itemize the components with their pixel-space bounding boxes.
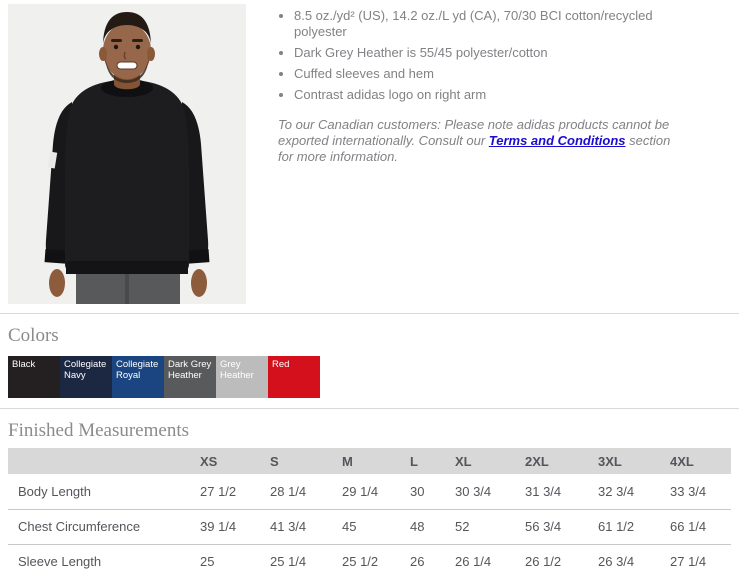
measurement-value-cell: 32 3/4: [598, 483, 635, 499]
measurement-value-cell: 25 1/4: [270, 554, 307, 570]
colors-section-title: Colors: [8, 325, 59, 346]
product-bullet-list: 8.5 oz./yd² (US), 14.2 oz./L yd (CA), 70…: [278, 8, 674, 103]
terms-and-conditions-link[interactable]: Terms and Conditions: [488, 133, 626, 148]
finished-measurements-table: XS S M L XL 2XL 3XL 4XL Body Length 27 1/2 28 1/4…: [8, 448, 731, 579]
color-swatch[interactable]: Collegiate Navy: [60, 356, 112, 398]
size-header-cell: L: [410, 453, 418, 469]
color-swatch[interactable]: Dark Grey Heather: [164, 356, 216, 398]
size-header-cell: XL: [455, 453, 472, 469]
color-swatch-label: Collegiate Navy: [64, 359, 107, 381]
size-header-cell: XS: [200, 453, 218, 469]
measurement-row: Body Length 27 1/2 28 1/4 29 1/4 30 30 3/4 31 …: [8, 474, 731, 509]
measurement-value-cell: 66 1/4: [670, 519, 707, 534]
product-hero: 8.5 oz./yd² (US), 14.2 oz./L yd (CA), 70…: [0, 0, 739, 313]
measurement-value-cell: 56 3/4: [525, 519, 562, 534]
canadian-note-before: To our Canadian customers: Please note a…: [278, 117, 670, 148]
measurement-value-cell: 26 1/4: [455, 554, 492, 570]
measurements-header: XS S M L XL 2XL 3XL 4XL: [8, 448, 731, 474]
size-header-row: XS S M L XL 2XL 3XL 4XL: [8, 448, 731, 474]
section-divider: [0, 408, 739, 409]
size-header-cell: 4XL: [670, 453, 694, 469]
measurement-row: Sleeve Length 25 25 1/4 25 1/2 26 26 1/4 26 1/…: [8, 544, 731, 579]
measurement-value-cell: 30: [410, 483, 425, 499]
color-swatch-label: Grey Heather: [220, 359, 254, 381]
measurement-value-cell: 30 3/4: [455, 483, 492, 499]
product-bullet-item: 8.5 oz./yd² (US), 14.2 oz./L yd (CA), 70…: [294, 8, 674, 40]
measurement-value-cell: 26: [410, 554, 425, 570]
section-divider: [0, 313, 739, 314]
canadian-note: To our Canadian customers: Please note a…: [278, 117, 674, 165]
measurements-section-title: Finished Measurements: [8, 420, 190, 441]
measurement-value-cell: 25 1/2: [342, 554, 379, 570]
measurement-row-label: Sleeve Length: [18, 554, 102, 570]
model-in-black-crewneck-illustration: [8, 4, 246, 304]
product-bullet-item: Cuffed sleeves and hem: [294, 66, 674, 82]
product-bullet-item: Contrast adidas logo on right arm: [294, 87, 674, 103]
color-swatch-label: Red: [272, 359, 290, 370]
measurement-value-cell: 29 1/4: [342, 483, 379, 499]
measurement-value-cell: 31 3/4: [525, 483, 562, 499]
product-bullet-item: Dark Grey Heather is 55/45 polyester/cot…: [294, 45, 674, 61]
measurement-value-cell: 41 3/4: [270, 519, 307, 534]
measurement-value-cell: 45: [342, 519, 357, 534]
measurement-value-cell: 27 1/2: [200, 483, 237, 499]
size-header-cell: 3XL: [598, 453, 622, 469]
size-header-cell: 2XL: [525, 453, 549, 469]
measurement-value-cell: 28 1/4: [270, 483, 307, 499]
size-header-cell: S: [270, 453, 279, 469]
measurement-row-label: Body Length: [18, 483, 92, 499]
canadian-note-after: section for more information.: [278, 133, 671, 164]
measurement-value-cell: 33 3/4: [670, 483, 707, 499]
measurement-value-cell: 48: [410, 519, 425, 534]
measurement-value-cell: 26 1/2: [525, 554, 562, 570]
measurement-value-cell: 61 1/2: [598, 519, 635, 534]
measurement-value-cell: 52: [455, 519, 470, 534]
measurement-row: Chest Circumference 39 1/4 41 3/4 45 48 52 56 …: [8, 509, 731, 544]
product-details: 8.5 oz./yd² (US), 14.2 oz./L yd (CA), 70…: [278, 8, 674, 165]
color-swatch-label: Collegiate Royal: [116, 359, 159, 381]
color-swatch-label: Black: [12, 359, 36, 370]
color-swatch-row: Black Collegiate Navy Collegiate Royal Dark…: [8, 356, 739, 398]
color-swatch[interactable]: Grey Heather: [216, 356, 268, 398]
color-swatch-label: Dark Grey Heather: [168, 359, 212, 381]
measurement-value-cell: 26 3/4: [598, 554, 635, 570]
product-photo: [8, 4, 246, 304]
measurement-row-label: Chest Circumference: [18, 519, 141, 534]
measurement-value-cell: 39 1/4: [200, 519, 237, 534]
measurement-value-cell: 27 1/4: [670, 554, 707, 570]
color-swatch[interactable]: Red: [268, 356, 320, 398]
size-header-cell: M: [342, 453, 353, 469]
measurements-body: Body Length 27 1/2 28 1/4 29 1/4 30 30 3/4 31 …: [8, 474, 731, 579]
measurement-value-cell: 25: [200, 554, 215, 570]
size-header-blank-cell: [8, 448, 200, 474]
color-swatch[interactable]: Black: [8, 356, 60, 398]
color-swatch[interactable]: Collegiate Royal: [112, 356, 164, 398]
